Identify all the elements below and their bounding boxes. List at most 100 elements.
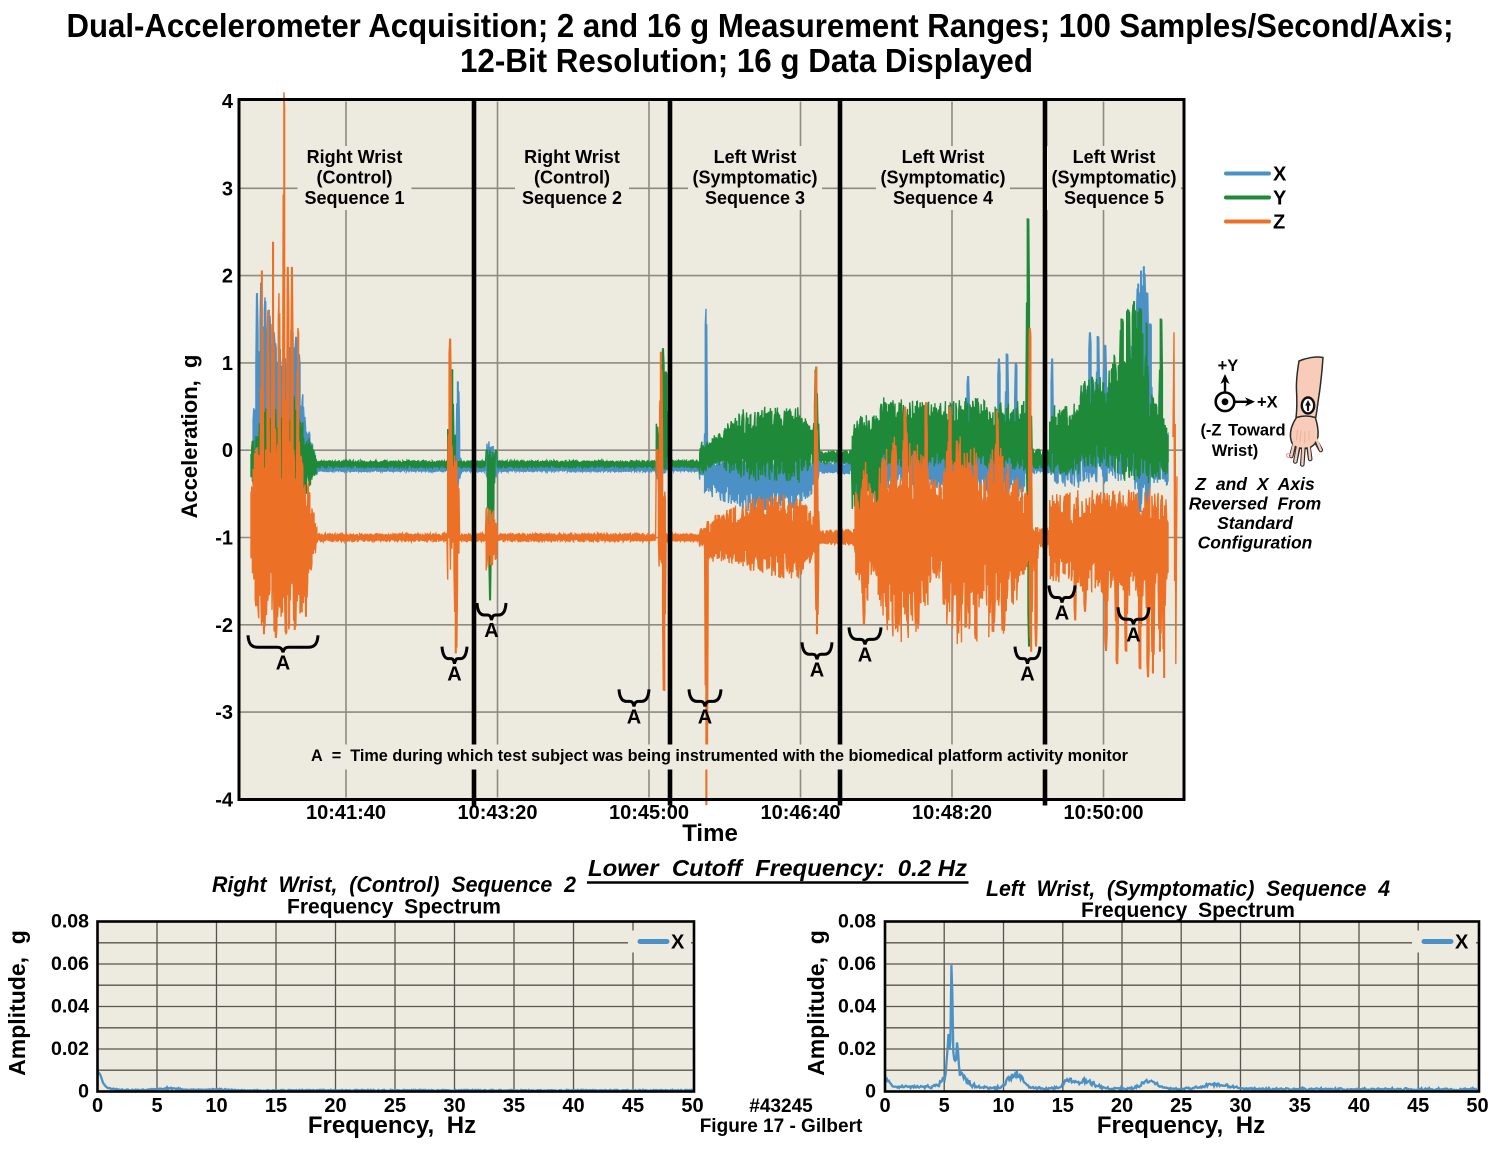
svg-text:Left Wrist, (Symptomatic) S: Left Wrist, (Symptomatic) Sequence 4 <box>986 876 1390 901</box>
svg-text:Left Wrist: Left Wrist <box>714 147 797 167</box>
svg-text:Right Wrist: Right Wrist <box>524 147 620 167</box>
svg-text:A = Time during which test s: A = Time during which test subject was b… <box>311 746 1128 765</box>
svg-text:20: 20 <box>324 1095 346 1117</box>
svg-text:0.04: 0.04 <box>51 996 89 1018</box>
svg-text:10:41:40: 10:41:40 <box>306 802 386 824</box>
svg-text:0.04: 0.04 <box>838 996 876 1018</box>
svg-text:Sequence 5: Sequence 5 <box>1064 188 1164 208</box>
svg-text:Frequency Spectrum: Frequency Spectrum <box>1081 899 1295 922</box>
svg-text:30: 30 <box>1229 1095 1251 1117</box>
svg-text:40: 40 <box>1348 1095 1370 1117</box>
svg-text:0: 0 <box>879 1095 890 1117</box>
svg-text:A: A <box>1126 624 1140 646</box>
svg-text:0: 0 <box>92 1095 103 1117</box>
svg-text:-2: -2 <box>215 615 233 637</box>
svg-text:Reversed From: Reversed From <box>1189 494 1321 514</box>
svg-text:A: A <box>810 659 824 681</box>
svg-text:Amplitude, g: Amplitude, g <box>4 930 30 1076</box>
svg-text:10:43:20: 10:43:20 <box>457 802 537 824</box>
svg-text:+Y: +Y <box>1218 357 1239 375</box>
svg-text:50: 50 <box>681 1095 703 1117</box>
svg-text:10:45:00: 10:45:00 <box>609 802 689 824</box>
svg-text:Wrist): Wrist) <box>1212 442 1258 460</box>
svg-text:5: 5 <box>151 1095 162 1117</box>
svg-text:0.06: 0.06 <box>838 953 876 975</box>
svg-text:10:46:40: 10:46:40 <box>760 802 840 824</box>
svg-text:(Control): (Control) <box>317 168 393 188</box>
svg-text:Frequency, Hz: Frequency, Hz <box>308 1112 476 1139</box>
svg-text:0.02: 0.02 <box>838 1038 876 1060</box>
svg-text:0.08: 0.08 <box>51 911 89 933</box>
svg-text:35: 35 <box>1289 1095 1311 1117</box>
svg-text:10:50:00: 10:50:00 <box>1063 802 1143 824</box>
svg-text:A: A <box>484 620 498 642</box>
svg-text:0.08: 0.08 <box>838 911 876 933</box>
svg-text:50: 50 <box>1466 1095 1488 1117</box>
svg-text:X: X <box>671 932 685 954</box>
svg-text:Time: Time <box>682 820 738 847</box>
svg-text:Left Wrist: Left Wrist <box>1073 147 1156 167</box>
svg-text:10:48:20: 10:48:20 <box>912 802 992 824</box>
svg-text:Frequency Spectrum: Frequency Spectrum <box>287 896 501 919</box>
svg-text:(Symptomatic): (Symptomatic) <box>692 168 817 188</box>
svg-text:Z: Z <box>1273 212 1285 234</box>
svg-text:Standard: Standard <box>1217 513 1293 533</box>
svg-text:Acceleration, g: Acceleration, g <box>177 355 202 519</box>
svg-text:+X: +X <box>1257 394 1278 412</box>
svg-text:-3: -3 <box>215 702 233 724</box>
svg-text:45: 45 <box>1407 1095 1429 1117</box>
svg-text:A: A <box>1055 603 1069 625</box>
svg-text:25: 25 <box>1170 1095 1192 1117</box>
svg-text:40: 40 <box>562 1095 584 1117</box>
svg-text:2: 2 <box>222 266 233 288</box>
svg-text:0.06: 0.06 <box>51 953 89 975</box>
svg-text:Y: Y <box>1273 188 1287 210</box>
svg-text:(Control): (Control) <box>534 168 610 188</box>
svg-text:(Symptomatic): (Symptomatic) <box>1051 168 1176 188</box>
svg-text:35: 35 <box>503 1095 525 1117</box>
svg-text:Sequence 2: Sequence 2 <box>522 188 622 208</box>
svg-text:A: A <box>1020 664 1034 686</box>
svg-text:25: 25 <box>384 1095 406 1117</box>
svg-text:Left Wrist: Left Wrist <box>902 147 985 167</box>
svg-text:A: A <box>698 706 712 728</box>
svg-text:0: 0 <box>222 440 233 462</box>
svg-text:5: 5 <box>939 1095 950 1117</box>
svg-text:45: 45 <box>622 1095 644 1117</box>
svg-text:Configuration: Configuration <box>1198 533 1313 553</box>
svg-text:10: 10 <box>205 1095 227 1117</box>
svg-text:Lower Cutoff Frequency: 0.2: Lower Cutoff Frequency: 0.2 Hz <box>588 855 967 881</box>
svg-text:Right Wrist: Right Wrist <box>307 147 403 167</box>
svg-text:Dual-Accelerometer Acquisition: Dual-Accelerometer Acquisition; 2 and 16… <box>67 7 1454 44</box>
svg-text:0: 0 <box>78 1081 89 1103</box>
svg-text:#43245: #43245 <box>749 1096 813 1117</box>
svg-text:A: A <box>447 664 461 686</box>
svg-text:A: A <box>276 652 290 674</box>
svg-text:-4: -4 <box>215 789 234 811</box>
svg-text:15: 15 <box>265 1095 287 1117</box>
svg-text:0: 0 <box>865 1081 876 1103</box>
svg-text:30: 30 <box>443 1095 465 1117</box>
svg-text:Amplitude, g: Amplitude, g <box>803 930 829 1076</box>
svg-text:X: X <box>1455 932 1469 954</box>
svg-text:A: A <box>858 644 872 666</box>
svg-text:Sequence 4: Sequence 4 <box>893 188 993 208</box>
svg-text:0.02: 0.02 <box>51 1038 89 1060</box>
svg-text:Frequency, Hz: Frequency, Hz <box>1097 1112 1265 1139</box>
svg-text:Sequence 1: Sequence 1 <box>304 188 404 208</box>
svg-text:Figure 17 - Gilbert: Figure 17 - Gilbert <box>700 1116 863 1137</box>
svg-text:3: 3 <box>222 178 233 200</box>
svg-text:4: 4 <box>222 91 234 113</box>
svg-text:Right Wrist, (Control) Sequ: Right Wrist, (Control) Sequence 2 <box>212 872 577 897</box>
svg-text:X: X <box>1273 164 1287 186</box>
svg-text:12-Bit Resolution; 16 g Data D: 12-Bit Resolution; 16 g Data Displayed <box>460 42 1033 79</box>
svg-text:10: 10 <box>992 1095 1014 1117</box>
svg-text:Z and X Axis: Z and X Axis <box>1194 474 1315 494</box>
svg-text:-1: -1 <box>215 528 233 550</box>
svg-text:1: 1 <box>222 353 233 375</box>
svg-text:(Symptomatic): (Symptomatic) <box>880 168 1005 188</box>
svg-text:(-Z Toward: (-Z Toward <box>1200 422 1285 440</box>
svg-text:Sequence 3: Sequence 3 <box>705 188 805 208</box>
svg-text:A: A <box>627 706 641 728</box>
svg-text:15: 15 <box>1052 1095 1074 1117</box>
